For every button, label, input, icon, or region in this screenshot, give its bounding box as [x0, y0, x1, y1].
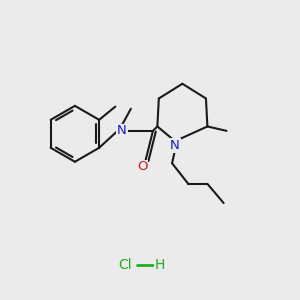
- Text: Cl: Cl: [118, 258, 132, 272]
- Text: N: N: [117, 124, 127, 137]
- Text: O: O: [137, 160, 147, 173]
- Text: H: H: [155, 258, 166, 272]
- Text: N: N: [170, 139, 180, 152]
